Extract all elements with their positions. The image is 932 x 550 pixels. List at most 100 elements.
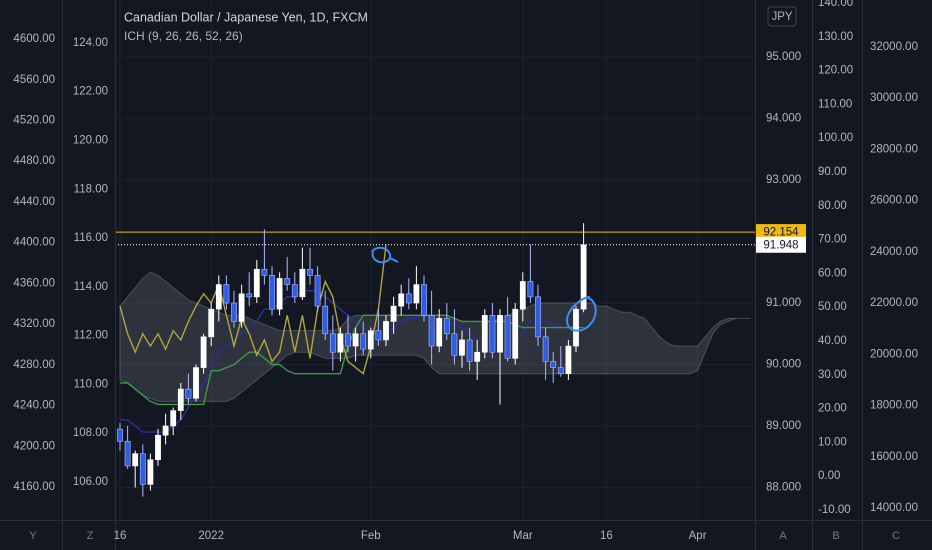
- grid: [115, 0, 755, 520]
- candle-body: [550, 361, 557, 368]
- candle-body: [185, 388, 192, 399]
- axis-button[interactable]: A: [779, 530, 787, 542]
- y-tick-label: 90.000: [766, 359, 801, 371]
- y-tick-label: 4280.00: [13, 359, 55, 371]
- candle-body: [291, 284, 298, 298]
- y-tick-label: 4360.00: [13, 277, 55, 289]
- axis-button[interactable]: Z: [87, 530, 94, 542]
- y-tick-label: 60.00: [818, 267, 847, 279]
- price-label-box: [756, 236, 806, 253]
- y-tick-label: 4440.00: [13, 196, 55, 208]
- y-tick-label: 89.000: [766, 420, 801, 432]
- candle-body: [451, 333, 458, 356]
- candle-body: [360, 333, 367, 350]
- candle-body: [474, 351, 481, 362]
- currency: JPY: [771, 11, 792, 23]
- candle-body: [322, 305, 329, 335]
- y-tick-label: 26000.00: [870, 195, 918, 207]
- x-tick-label: 16: [114, 530, 127, 542]
- y-tick-label: 20.00: [818, 403, 847, 415]
- candle-body: [512, 308, 519, 359]
- candle-body: [413, 284, 420, 304]
- candle-body: [276, 278, 283, 310]
- currency-badge[interactable]: [767, 6, 797, 27]
- candle-body: [337, 333, 344, 353]
- candle-body: [565, 345, 572, 375]
- y-tick-label: 4200.00: [13, 440, 55, 452]
- y-tick-label: 140.00: [818, 0, 853, 9]
- candle-body: [466, 339, 473, 362]
- y-tick-label: 18000.00: [870, 400, 918, 412]
- y-tick-label: 124.00: [73, 37, 108, 49]
- candle-body: [147, 459, 154, 485]
- candle-body: [557, 367, 564, 375]
- y-tick-label: 28000.00: [870, 143, 918, 155]
- y-tick-label: 112.00: [74, 330, 108, 342]
- y-tick-label: 106.00: [73, 476, 108, 488]
- candle-body: [253, 268, 260, 298]
- y-tick-label: 10.00: [818, 436, 847, 448]
- candle-body: [231, 302, 237, 322]
- y-tick-label: 110.00: [818, 98, 852, 110]
- y-tick-label: 4560.00: [13, 74, 55, 86]
- candle-body: [421, 284, 427, 316]
- candle-body: [223, 284, 230, 304]
- candle-body: [299, 268, 306, 298]
- y-tick-label: 0.00: [818, 470, 840, 482]
- candle-body: [390, 305, 397, 322]
- candle-body: [345, 333, 351, 347]
- candle-body: [139, 453, 146, 485]
- y-tick-label: 22000.00: [870, 297, 918, 309]
- candle-body: [269, 275, 275, 310]
- axis-button[interactable]: C: [892, 530, 900, 542]
- candle-body: [261, 268, 268, 276]
- chart-title: Canadian Dollar / Japanese Yen, 1D, FXCM: [124, 10, 368, 24]
- candle-body: [132, 453, 139, 467]
- candle-body: [489, 315, 496, 353]
- candle-body: [162, 425, 169, 436]
- y-tick-label: 90.00: [818, 166, 847, 178]
- y-tick-label: 4520.00: [13, 114, 55, 126]
- x-tick-label: Feb: [361, 530, 381, 542]
- candle-body: [542, 336, 549, 362]
- axis-button[interactable]: B: [832, 530, 839, 542]
- axis-button[interactable]: Y: [29, 530, 37, 542]
- candle-body: [307, 268, 313, 276]
- candle-body: [284, 278, 291, 285]
- candle-body: [246, 293, 253, 298]
- x-tick-label: Apr: [689, 530, 707, 542]
- y-tick-label: 116.00: [74, 232, 108, 244]
- candle-body: [352, 333, 359, 347]
- candle-body: [177, 388, 184, 411]
- y-tick-label: 40.00: [818, 335, 847, 347]
- y-tick-label: 122.00: [73, 86, 108, 98]
- drawing: [566, 296, 597, 332]
- drawing: [371, 246, 399, 264]
- x-tick-label: Mar: [513, 530, 533, 542]
- candle-body: [573, 308, 579, 347]
- price-label-box: [756, 224, 806, 241]
- candle-body: [428, 315, 435, 347]
- candle-body: [124, 441, 131, 467]
- y-tick-label: 16000.00: [870, 451, 918, 463]
- candle-body: [193, 367, 199, 399]
- x-tick-label: 16: [600, 530, 613, 542]
- y-tick-label: 130.00: [818, 31, 853, 43]
- y-tick-label: 95.000: [766, 51, 801, 63]
- y-tick-label: 20000.00: [870, 348, 918, 360]
- candle-body: [367, 330, 374, 350]
- candle-body: [170, 410, 177, 427]
- candle-body: [519, 281, 526, 310]
- y-tick-label: 4160.00: [13, 481, 55, 493]
- y-tick-label: 80.00: [818, 200, 847, 212]
- y-tick-label: 4400.00: [13, 237, 55, 249]
- y-tick-label: 50.00: [818, 301, 847, 313]
- y-tick-label: -10.00: [818, 504, 851, 516]
- candle-body: [383, 321, 389, 341]
- candle-body: [200, 336, 207, 368]
- y-tick-label: 30000.00: [870, 92, 918, 104]
- candle-body: [208, 308, 215, 338]
- y-tick-label: 70.00: [818, 234, 847, 246]
